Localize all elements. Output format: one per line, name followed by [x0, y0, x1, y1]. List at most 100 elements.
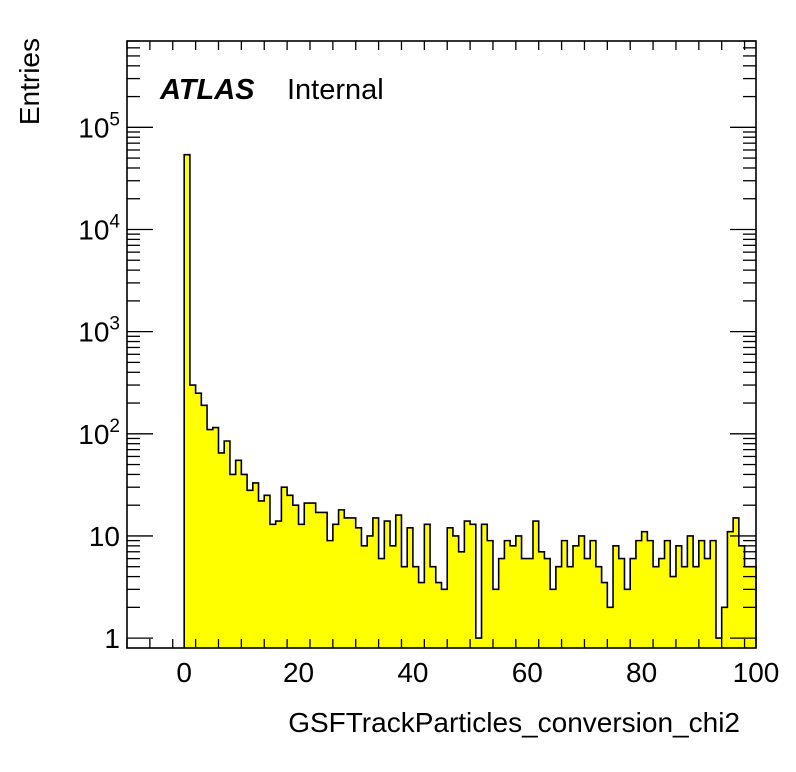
histogram-outline [183, 153, 757, 648]
histogram-bar [292, 505, 299, 648]
histogram-bar [738, 545, 745, 648]
histogram-bar [727, 531, 734, 648]
histogram-bars [184, 154, 757, 648]
histogram-bar [344, 517, 351, 648]
histogram-bar [487, 540, 494, 648]
histogram-bar [510, 545, 517, 648]
histogram-bar [515, 535, 522, 648]
histogram-bar [207, 429, 214, 648]
histogram-bar [338, 509, 345, 648]
y-tick-label: 103 [78, 314, 120, 348]
internal-label: Internal [287, 74, 384, 106]
histogram-bar [630, 558, 637, 648]
histogram-bar [590, 540, 597, 648]
histogram-bar [647, 540, 654, 648]
histogram-bar [264, 495, 271, 648]
histogram-bar [698, 540, 705, 648]
histogram-bar [555, 566, 562, 648]
x-tick-label: 40 [397, 657, 428, 688]
y-tick-label: 10 [89, 521, 120, 552]
histogram-bar [573, 545, 580, 648]
histogram-bar [229, 474, 236, 648]
histogram-bar [635, 540, 642, 648]
histogram-bar [538, 551, 545, 648]
histogram-bar [395, 515, 402, 648]
histogram-bar [355, 527, 362, 648]
histogram-bar [435, 582, 442, 648]
x-tick-label: 100 [733, 657, 780, 688]
histogram-bar [504, 540, 511, 648]
histogram-bar [372, 517, 379, 648]
histogram-bar [550, 589, 557, 648]
histogram-bar [607, 607, 614, 648]
histogram-bar [613, 545, 620, 648]
histogram-bar [681, 566, 688, 648]
x-tick-label: 20 [283, 657, 314, 688]
y-tick-label: 1 [104, 623, 120, 654]
y-tick-labels: 1 10 102 103 104 105 [78, 109, 120, 654]
histogram-bar [315, 512, 322, 648]
histogram-bar [670, 576, 677, 648]
histogram-bar [218, 452, 225, 648]
histogram-bar [430, 566, 437, 648]
histogram-bar [287, 495, 294, 648]
histogram-bar [470, 524, 477, 648]
histogram-bar [687, 535, 694, 648]
histogram-bar [275, 521, 282, 648]
histogram-bar [447, 527, 454, 648]
x-tick-label: 60 [512, 657, 543, 688]
histogram-bar [527, 558, 534, 648]
histogram-bar [332, 524, 339, 648]
histogram-bar [241, 474, 248, 648]
histogram-bar [269, 524, 276, 648]
histogram-bar [521, 558, 528, 648]
histogram-bar [298, 524, 305, 648]
histogram-bar [624, 589, 631, 648]
histogram-bar [350, 517, 357, 648]
histogram-bar [212, 427, 219, 648]
histogram-bar [321, 512, 328, 648]
axis-ticks [126, 40, 756, 648]
histogram-bar [281, 487, 288, 648]
histogram-bar [601, 582, 608, 648]
histogram-bar [715, 638, 722, 648]
histogram-bar [704, 558, 711, 648]
histogram-bar [201, 405, 208, 648]
atlas-label: ATLAS [159, 74, 255, 106]
histogram-bar [418, 582, 425, 648]
y-tick-label: 104 [78, 211, 120, 245]
histogram-bar [584, 558, 591, 648]
histogram-bar [184, 154, 191, 648]
histogram-bar [247, 490, 254, 648]
x-axis-label: GSFTrackParticles_conversion_chi2 [288, 707, 740, 738]
histogram-bar [595, 566, 602, 648]
histogram-bar [401, 566, 408, 648]
histogram-bar [258, 500, 265, 648]
histogram-bar [424, 524, 431, 648]
histogram-bar [390, 545, 397, 648]
histogram-bar [658, 558, 665, 648]
x-tick-label: 80 [626, 657, 657, 688]
histogram-bar [384, 521, 391, 648]
histogram-bar [304, 503, 311, 648]
histogram-bar [532, 521, 540, 648]
histogram-bar [475, 638, 482, 648]
histogram-bar [578, 535, 585, 648]
plot-frame [126, 40, 757, 649]
histogram-bar [224, 441, 231, 648]
histogram-bar [641, 531, 648, 648]
histogram-bar [721, 607, 728, 648]
histogram-bar [567, 566, 574, 648]
histogram-bar [544, 558, 551, 648]
histogram-bar [235, 460, 242, 648]
x-tick-label: 0 [176, 657, 192, 688]
histogram-bar [412, 566, 419, 648]
histogram-bar [458, 551, 465, 648]
histogram-bar [195, 393, 202, 648]
histogram-bar [407, 527, 414, 648]
histogram-bar [664, 540, 671, 648]
histogram-bar [452, 535, 459, 648]
histogram-bar [675, 545, 682, 648]
histogram-bar [498, 558, 505, 648]
